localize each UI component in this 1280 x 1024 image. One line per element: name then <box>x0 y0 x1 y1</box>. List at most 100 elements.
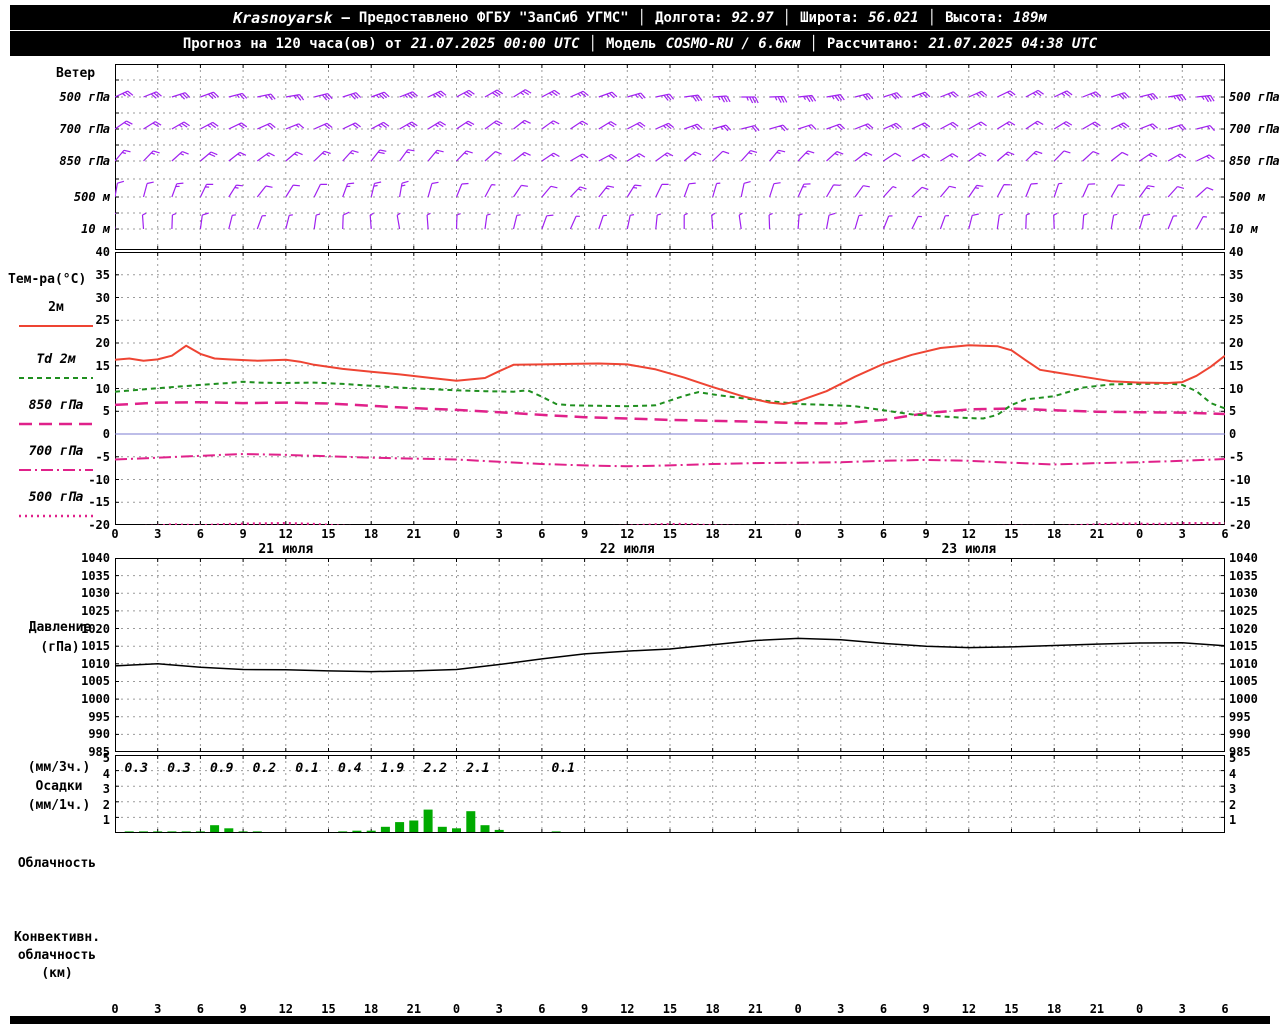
wind-barb <box>883 152 902 162</box>
hour-label: 3 <box>495 527 503 541</box>
legend-label: 500 гПа <box>28 490 84 505</box>
wind-barb <box>968 213 979 230</box>
wind-barb <box>342 92 362 100</box>
pressure-ytick-left: 1030 <box>81 586 110 601</box>
hour-label: 15 <box>662 527 678 541</box>
pressure-ytick-left: 1005 <box>81 674 110 689</box>
forecast-label: Прогноз на 120 часа(ов) от <box>182 35 402 52</box>
precip-bar <box>380 826 390 832</box>
wind-level-label-left: 850 гПа <box>59 154 110 168</box>
wind-barb <box>513 151 531 162</box>
wind-level-label-right: 500 гПа <box>1229 90 1280 104</box>
wind-barb <box>342 211 350 230</box>
wind-barb <box>683 212 688 229</box>
wind-barb <box>200 121 219 130</box>
wind-barb <box>513 89 532 98</box>
precip-ytick-right: 4 <box>1229 766 1237 781</box>
wind-barb <box>655 93 675 101</box>
longitude-value: 92.97 <box>731 9 774 26</box>
hour-label: 18 <box>1046 527 1062 541</box>
hour-label-bottom: 0 <box>794 1002 802 1016</box>
wind-barb <box>1025 213 1031 230</box>
legend-line-sample <box>19 377 93 379</box>
wind-barb <box>1167 94 1187 102</box>
wind-barb <box>370 121 390 130</box>
pressure-ytick-right: 1035 <box>1229 568 1258 583</box>
precip-bar <box>167 831 177 832</box>
date-label: 23 июля <box>941 542 997 557</box>
pressure-panel <box>115 558 1225 752</box>
hour-label: 0 <box>452 527 461 541</box>
wind-barb <box>1053 121 1073 130</box>
wind-barb <box>484 89 504 98</box>
legend-entry-500 гПа: 500 гПа <box>0 490 112 524</box>
forecast-time: 21.07.2025 00:00 UTC <box>410 35 580 52</box>
wind-barb <box>997 90 1016 98</box>
wind-barb <box>115 120 133 130</box>
wind-barb <box>1196 154 1215 162</box>
wind-barb <box>541 120 560 130</box>
precip-bar <box>395 822 405 832</box>
wind-barb <box>427 90 447 99</box>
wind-barb <box>797 183 811 198</box>
wind-barb <box>115 212 117 229</box>
wind-barb <box>541 214 554 230</box>
hour-label-bottom: 6 <box>879 1002 888 1016</box>
wind-barb <box>996 121 1016 130</box>
pressure-ytick-left: 1040 <box>81 551 110 565</box>
precip-3h-labels: 0.3 0.3 0.9 0.2 0.1 0.4 1.9 2.2 2.1 0.1 <box>125 761 575 776</box>
altitude-label: Высота: <box>945 9 1005 26</box>
hour-label-bottom: 18 <box>363 1002 379 1016</box>
wind-level-label-right: 500 м <box>1229 190 1266 204</box>
wind-barb <box>370 181 382 198</box>
legend-entry-2м: 2м <box>0 300 112 334</box>
wind-barb <box>797 213 803 230</box>
wind-barb <box>171 121 190 130</box>
wind-barb <box>313 122 333 130</box>
wind-barb <box>1082 151 1100 162</box>
wind-barb <box>1167 124 1187 131</box>
hour-label-bottom: 3 <box>154 1002 162 1016</box>
wind-barb <box>940 121 959 130</box>
wind-barb <box>171 92 191 100</box>
hour-label-bottom: 15 <box>662 1002 678 1016</box>
wind-barb <box>513 184 528 198</box>
wind-barb <box>1196 94 1215 103</box>
hour-label: 21 <box>1089 527 1105 541</box>
precip-3h-value: 0.1 <box>552 761 575 776</box>
provider-text: Предоставлено ФГБУ "ЗапСиб УГМС" <box>358 9 629 26</box>
wind-barb <box>455 182 469 198</box>
grid <box>115 252 1225 525</box>
precip-bar <box>466 811 476 832</box>
legend-entry-700 гПа: 700 гПа <box>0 444 112 478</box>
grid <box>115 558 1225 752</box>
wind-barb <box>1110 213 1118 230</box>
precip-3h-value: 2.2 <box>422 761 447 776</box>
separator: │ <box>809 35 818 52</box>
hour-label-bottom: 15 <box>1004 1002 1019 1016</box>
temp-ytick-left: 10 <box>95 381 110 396</box>
precip-bar <box>352 830 362 832</box>
wind-barb <box>655 122 675 130</box>
wind-barb <box>456 150 473 162</box>
temp-series-850 гПа <box>115 400 1225 425</box>
wind-barb <box>143 91 162 99</box>
temp-panel-title: Тем-ра(°C) <box>8 272 87 287</box>
header-bar-2: Прогноз на 120 часа(ов) от 21.07.2025 00… <box>10 31 1270 56</box>
precip-bar <box>494 829 504 832</box>
hour-label-bottom: 0 <box>111 1002 119 1016</box>
wind-barb <box>342 150 359 162</box>
pressure-ytick-left: 985 <box>88 745 110 759</box>
wind-barb <box>1139 93 1159 101</box>
legend-entry-Td 2м: Td 2м <box>0 352 112 386</box>
pressure-ytick-right: 1010 <box>1229 656 1258 671</box>
temp-ytick-right: 35 <box>1229 267 1244 282</box>
precip-ytick-left: 3 <box>102 782 110 797</box>
hour-label-bottom: 3 <box>1178 1002 1186 1016</box>
temp-ytick-right: 40 <box>1229 245 1244 259</box>
wind-barb <box>626 214 635 230</box>
wind-level-label-right: 700 гПа <box>1229 122 1280 136</box>
wind-barb <box>911 186 929 198</box>
wind-barb <box>911 153 930 162</box>
wind-barb <box>1139 123 1158 130</box>
